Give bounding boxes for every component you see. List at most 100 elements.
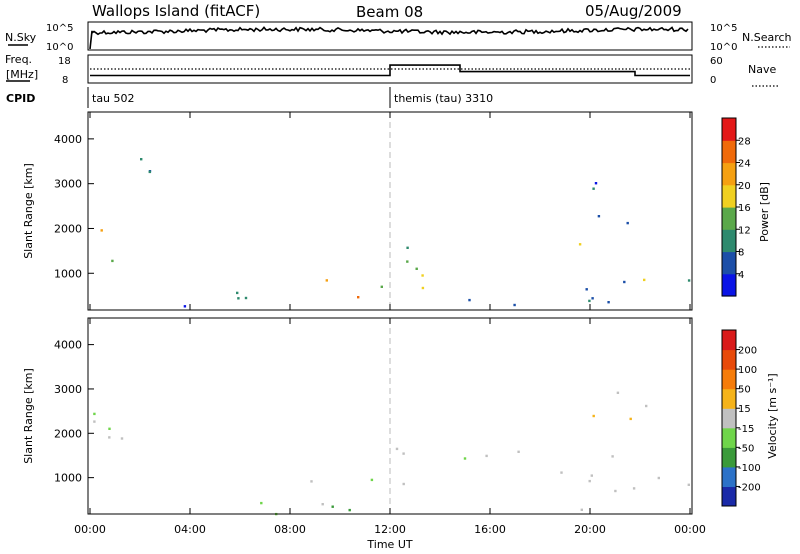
colorbar-swatch: [722, 388, 736, 409]
range-gate-cell: [611, 455, 614, 458]
range-gate-cell: [592, 187, 595, 190]
power-ylabel: Slant Range [km]: [22, 163, 35, 259]
range-gate-cell: [310, 480, 313, 483]
range-gate-cell: [348, 508, 351, 512]
range-gate-cell: [183, 305, 187, 308]
range-gate-cell: [643, 278, 646, 282]
power-colorbar: 28 24 20 16 12 8 4: [721, 117, 751, 297]
colorbar-swatch: [722, 140, 736, 164]
x-tick-label: 20:00: [574, 523, 606, 536]
colorbar-tick-label: 4: [738, 270, 744, 281]
range-gate-cell: [244, 296, 248, 300]
y-tick-label: 1000: [54, 267, 82, 280]
colorbar-swatch: [722, 369, 736, 390]
x-tick-label: 16:00: [474, 523, 506, 536]
colorbar-swatch: [722, 162, 736, 186]
colorbar-tick-label: 200: [738, 346, 757, 357]
x-axis-label: Time UT: [366, 538, 412, 551]
colorbar-swatch: [722, 466, 736, 487]
cpid-strip: CPID tau 502 themis (tau) 3310: [6, 87, 493, 108]
colorbar-tick-label: -15: [738, 424, 754, 435]
range-gate-cell: [687, 483, 690, 486]
power-data: [100, 158, 691, 308]
colorbar-swatch: [722, 330, 736, 351]
velocity-data: [93, 391, 690, 516]
colorbar-swatch: [722, 408, 736, 429]
velocity-ylabel: Slant Range [km]: [22, 368, 35, 464]
nsky-strip: N.Sky 10^5 10^0 10^5 10^0 N.Search: [5, 21, 792, 53]
colorbar-tick-label: 28: [738, 136, 751, 147]
range-gate-cell: [657, 476, 660, 480]
range-gate-cell: [588, 479, 591, 483]
range-gate-cell: [415, 267, 418, 270]
range-gate-cell: [560, 471, 563, 474]
range-gate-cell: [590, 474, 593, 477]
power-panel: 4000 3000 2000 1000 Slant Range [km] 28 24 20…: [22, 111, 771, 311]
cpid-entry-1: themis (tau) 3310: [394, 92, 493, 105]
range-gate-cell: [380, 285, 383, 288]
colorbar-tick-label: -50: [738, 443, 754, 454]
colorbar-tick-label: 20: [738, 181, 751, 192]
freq-frame: [87, 54, 693, 84]
x-tick-label: 00:00: [74, 523, 106, 536]
range-gate-cell: [421, 286, 425, 290]
freq-strip: Freq. [MHz] 18 8 60 0 Nave: [5, 53, 778, 87]
range-gate-cell: [357, 296, 360, 299]
nsky-frame: [87, 21, 693, 51]
nsky-label: N.Sky: [5, 31, 37, 44]
range-gate-cell: [632, 487, 636, 490]
colorbar-tick-label: 12: [738, 225, 751, 236]
power-colorbar-label: Power [dB]: [758, 182, 771, 242]
colorbar-tick-label: 50: [738, 385, 751, 396]
range-gate-cell: [370, 478, 374, 482]
y-tick-label: 4000: [54, 133, 82, 146]
range-gate-cell: [237, 297, 240, 300]
range-gate-cell: [120, 437, 124, 440]
velocity-frame: [87, 317, 693, 515]
colorbar-swatch: [722, 118, 736, 141]
range-gate-cell: [108, 427, 111, 430]
x-tick-label: 08:00: [274, 523, 306, 536]
range-gate-cell: [100, 229, 103, 232]
colorbar-tick-label: 24: [738, 159, 751, 170]
range-gate-cell: [140, 158, 143, 161]
colorbar-tick-label: 16: [738, 203, 751, 214]
velocity-panel: 4000 3000 2000 1000 Slant Range [km] 200 100…: [22, 317, 779, 516]
y-tick-label: 1000: [54, 472, 82, 485]
velocity-y-ticks: 4000 3000 2000 1000: [54, 339, 94, 485]
range-gate-cell: [588, 299, 591, 303]
freq-unit-label: [MHz]: [6, 68, 38, 81]
range-gate-cell: [93, 420, 96, 423]
colorbar-tick-label: 8: [738, 248, 744, 259]
colorbar-swatch: [722, 486, 736, 507]
nsky-tick-bottom: 10^0: [46, 42, 73, 53]
range-gate-cell: [580, 508, 583, 511]
power-y-ticks: 4000 3000 2000 1000: [54, 133, 94, 280]
colorbar-swatch: [722, 184, 736, 208]
colorbar-swatch: [722, 447, 736, 468]
range-gate-cell: [395, 447, 399, 451]
nsearch-tick-bottom: 10^0: [710, 42, 737, 53]
range-gate-cell: [645, 404, 648, 408]
colorbar-swatch: [722, 229, 736, 253]
range-gate-cell: [594, 182, 598, 185]
range-gate-cell: [578, 243, 582, 246]
y-tick-label: 4000: [54, 339, 82, 352]
range-gate-cell: [406, 260, 409, 263]
range-gate-cell: [108, 436, 111, 439]
station-title: Wallops Island (fitACF): [92, 2, 260, 20]
range-gate-cell: [421, 274, 424, 277]
nave-label: Nave: [748, 63, 776, 76]
colorbar-tick-label: 100: [738, 365, 757, 376]
range-gate-cell: [607, 301, 610, 304]
freq-tick-top: 18: [58, 56, 71, 67]
y-tick-label: 3000: [54, 178, 82, 191]
y-tick-label: 2000: [54, 222, 82, 235]
range-gate-cell: [591, 297, 594, 300]
nsky-tick-top: 10^5: [46, 23, 73, 34]
colorbar-swatch: [722, 251, 736, 275]
beam-title: Beam 08: [356, 3, 423, 21]
range-gate-cell: [93, 412, 96, 416]
